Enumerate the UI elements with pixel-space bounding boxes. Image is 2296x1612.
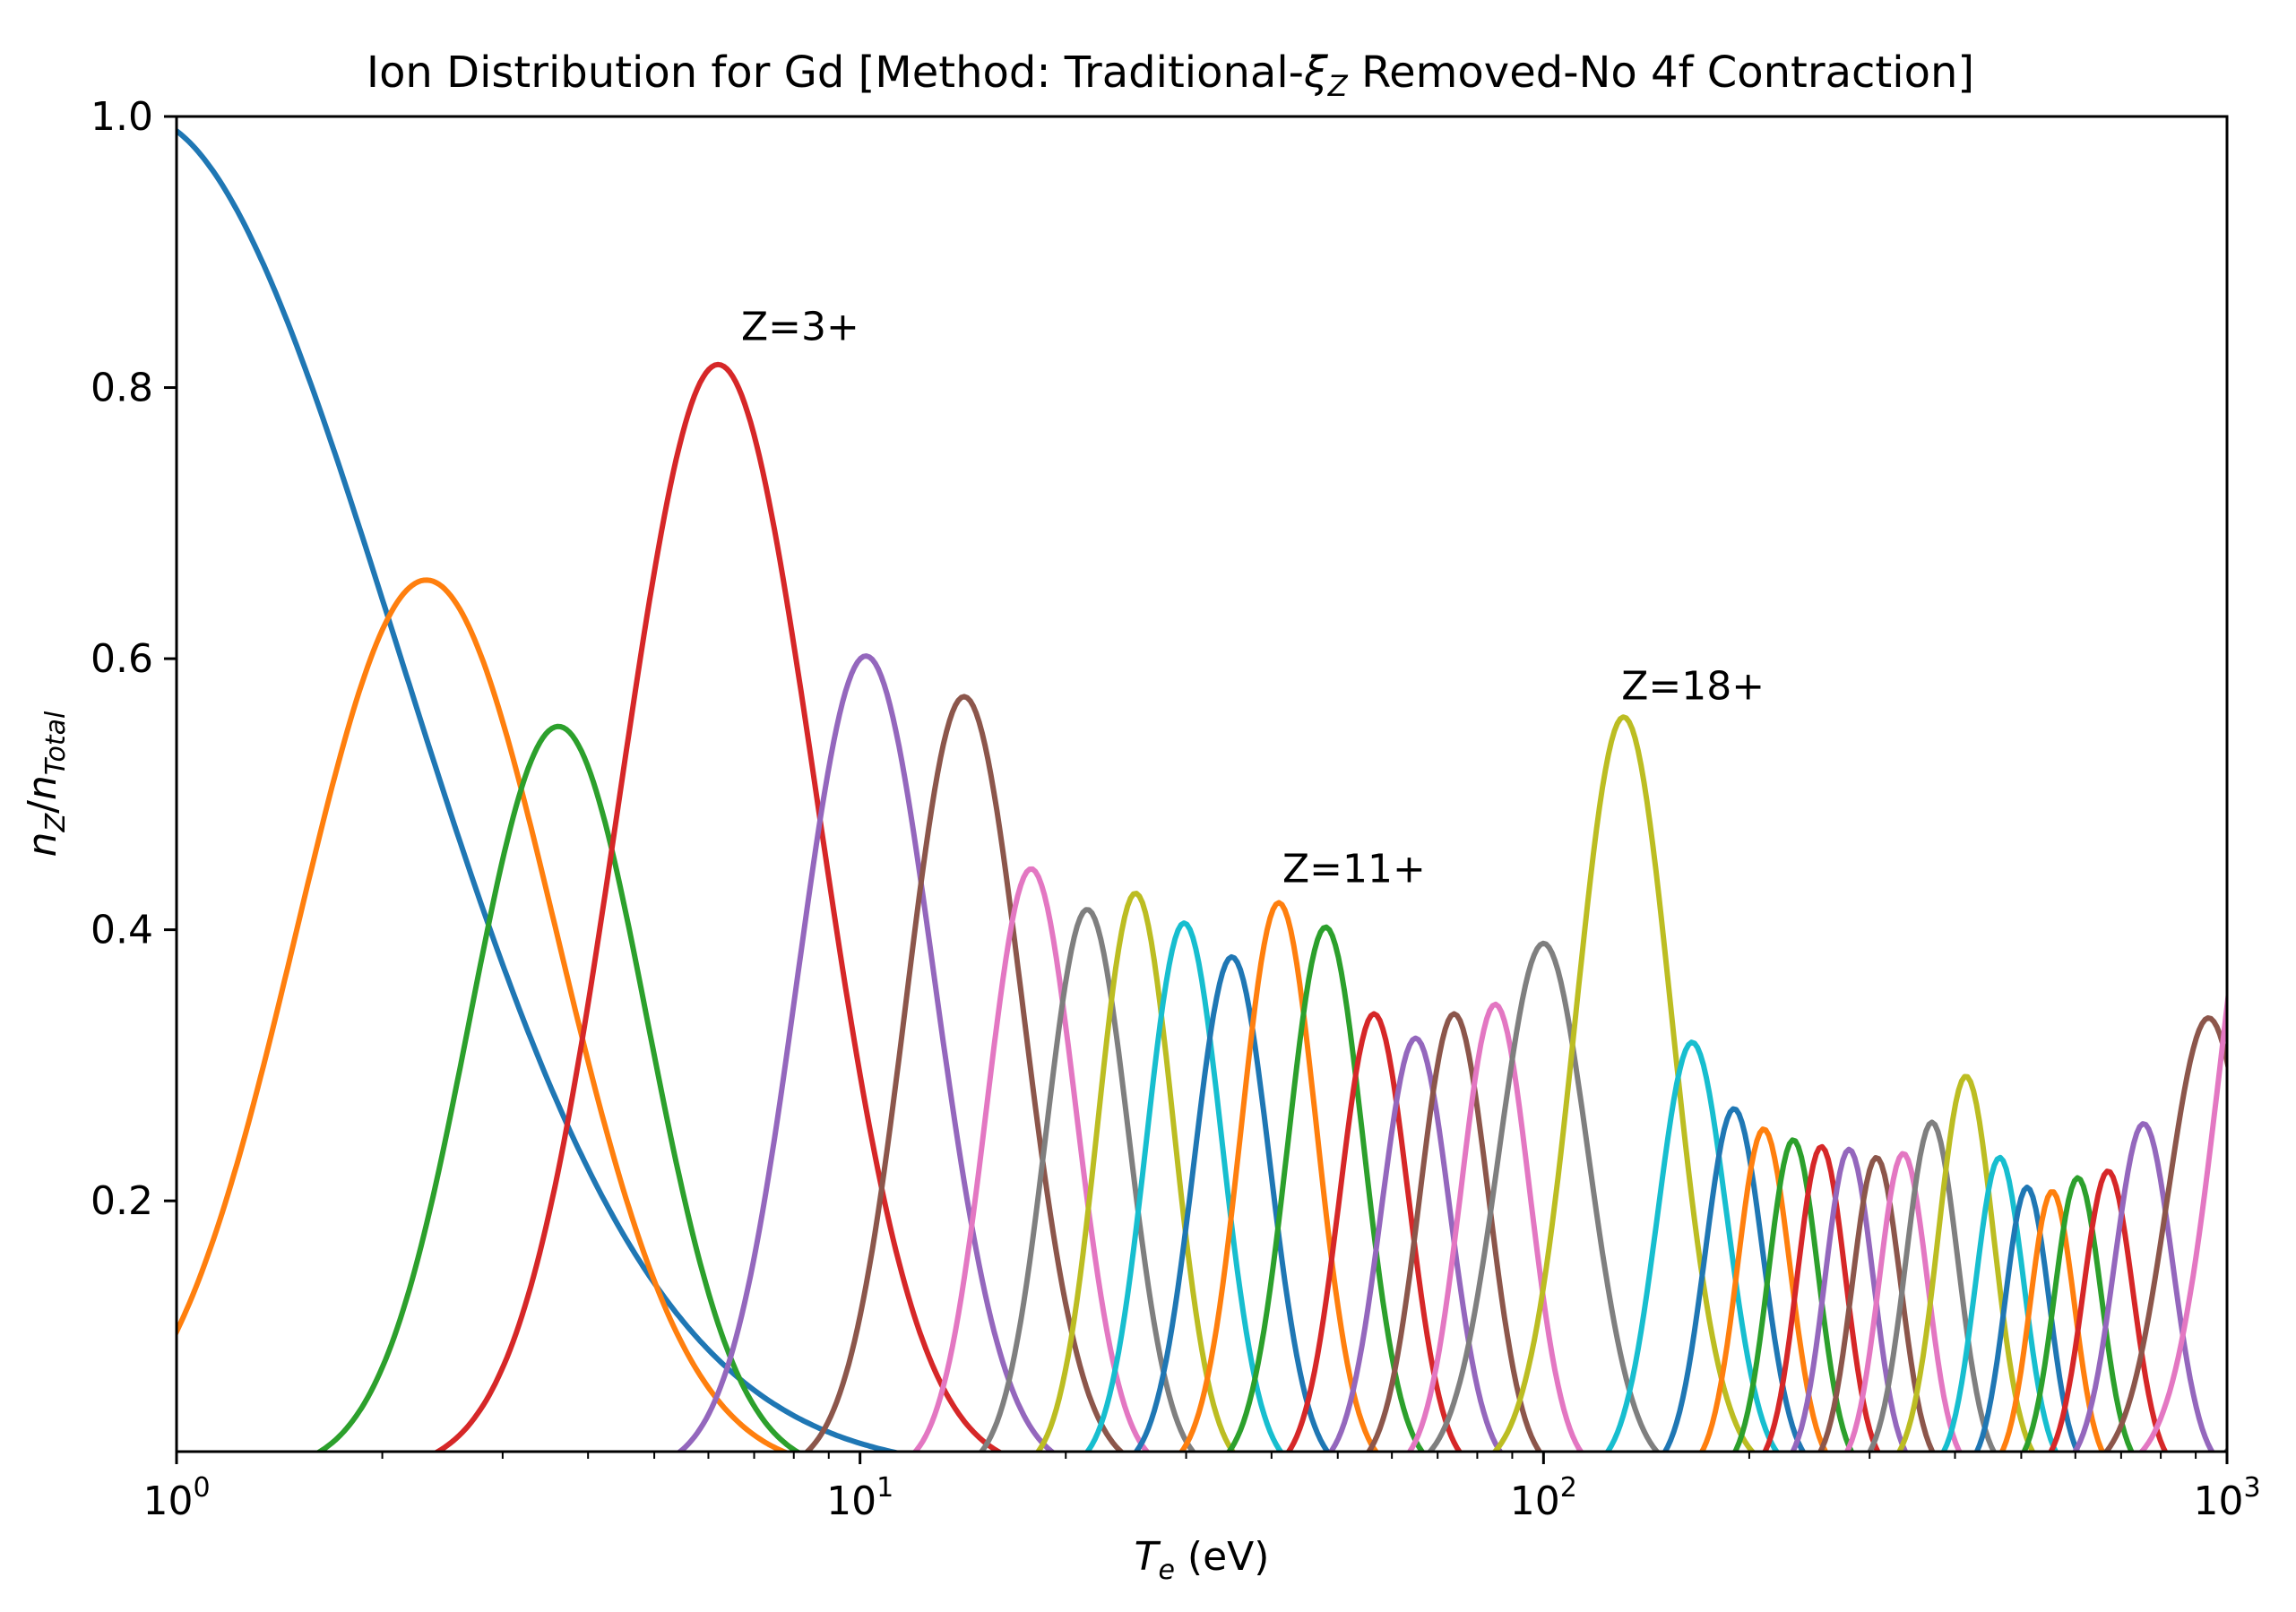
y-axis-label: nZ/nTotal <box>20 711 72 857</box>
series-line-0 <box>177 127 904 1452</box>
y-tick-label-3: 0.8 <box>91 366 153 411</box>
plot-area-frame <box>175 115 2229 1453</box>
annotation-0: Z=3+ <box>741 305 859 350</box>
series-line-10 <box>1133 953 1332 1452</box>
chart-title: Ion Distribution for Gd [Method: Traditi… <box>367 47 1974 103</box>
series-line-8 <box>1034 891 1237 1452</box>
y-axis-ticks: 0.2 0.4 0.6 0.8 1.0 <box>91 94 177 1224</box>
x-minor-ticks <box>381 1452 2197 1459</box>
x-tick-label-2: 102 <box>1510 1472 1577 1524</box>
series-line-26 <box>1843 1151 1963 1452</box>
y-tick-label-2: 0.6 <box>91 636 153 682</box>
series-layer <box>177 127 2227 1452</box>
y-tick-label-4: 1.0 <box>91 94 153 140</box>
series-line-11 <box>1178 900 1380 1452</box>
x-axis-ticks: 100 101 102 103 <box>142 1452 2261 1524</box>
y-tick-label-0: 0.2 <box>91 1178 153 1224</box>
annotations: Z=3+ Z=11+ Z=18+ <box>741 305 1765 892</box>
series-line-9 <box>1083 920 1284 1452</box>
series-line-3 <box>432 361 1005 1452</box>
series-line-1 <box>177 577 791 1452</box>
series-line-27 <box>1867 1119 1998 1452</box>
series-line-2 <box>315 723 803 1452</box>
x-tick-label-1: 101 <box>826 1472 893 1524</box>
x-tick-label-3: 103 <box>2193 1472 2260 1524</box>
series-line-24 <box>1790 1146 1909 1452</box>
x-tick-label-0: 100 <box>142 1472 210 1524</box>
x-axis-label: Te (eV) <box>1135 1534 1270 1586</box>
annotation-1: Z=11+ <box>1282 847 1426 892</box>
series-line-25 <box>1817 1155 1936 1452</box>
y-tick-label-1: 0.4 <box>91 908 153 953</box>
annotation-2: Z=18+ <box>1621 663 1765 709</box>
